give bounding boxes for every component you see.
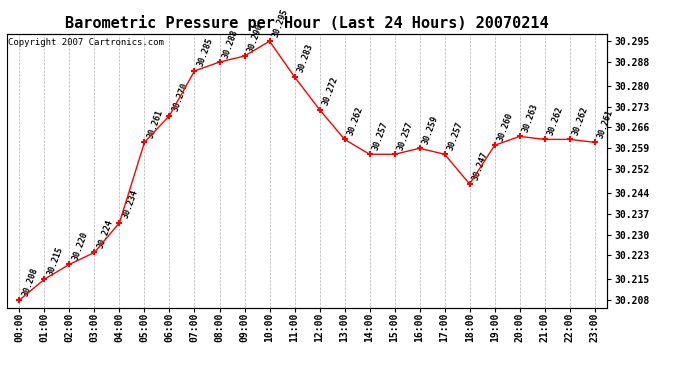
- Text: 30.262: 30.262: [346, 105, 365, 136]
- Text: 30.270: 30.270: [171, 81, 190, 113]
- Text: 30.295: 30.295: [271, 7, 290, 38]
- Text: 30.272: 30.272: [321, 76, 339, 107]
- Text: 30.257: 30.257: [446, 120, 465, 152]
- Text: 30.247: 30.247: [471, 150, 490, 181]
- Text: 30.262: 30.262: [546, 105, 565, 136]
- Text: 30.208: 30.208: [21, 266, 39, 297]
- Title: Barometric Pressure per Hour (Last 24 Hours) 20070214: Barometric Pressure per Hour (Last 24 Ho…: [66, 15, 549, 31]
- Text: 30.257: 30.257: [396, 120, 415, 152]
- Text: 30.263: 30.263: [521, 102, 540, 134]
- Text: 30.257: 30.257: [371, 120, 390, 152]
- Text: 30.224: 30.224: [96, 218, 115, 250]
- Text: 30.259: 30.259: [421, 114, 440, 146]
- Text: 30.285: 30.285: [196, 37, 215, 68]
- Text: 30.288: 30.288: [221, 28, 239, 59]
- Text: Copyright 2007 Cartronics.com: Copyright 2007 Cartronics.com: [8, 38, 164, 47]
- Text: 30.262: 30.262: [571, 105, 590, 136]
- Text: 30.261: 30.261: [146, 108, 165, 140]
- Text: 30.283: 30.283: [296, 43, 315, 74]
- Text: 30.220: 30.220: [71, 230, 90, 262]
- Text: 30.290: 30.290: [246, 22, 265, 53]
- Text: 30.234: 30.234: [121, 189, 139, 220]
- Text: 30.215: 30.215: [46, 245, 65, 276]
- Text: 30.260: 30.260: [496, 111, 515, 142]
- Text: 30.261: 30.261: [596, 108, 615, 140]
